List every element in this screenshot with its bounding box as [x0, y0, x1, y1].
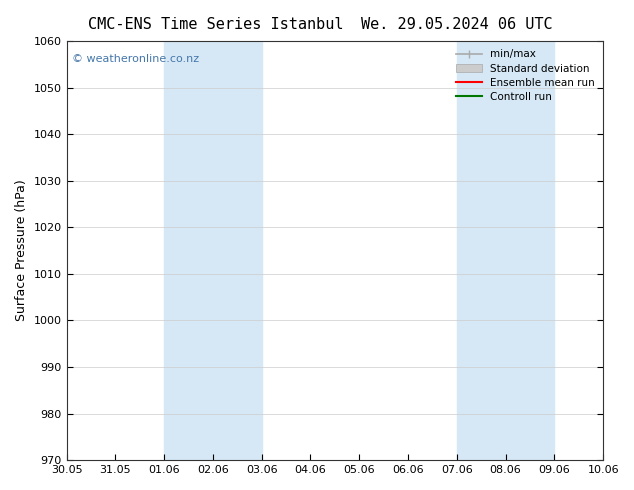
Bar — [457, 41, 554, 460]
Text: © weatheronline.co.nz: © weatheronline.co.nz — [72, 53, 199, 64]
Bar — [164, 41, 262, 460]
Text: CMC-ENS Time Series Istanbul: CMC-ENS Time Series Istanbul — [88, 17, 343, 32]
Text: We. 29.05.2024 06 UTC: We. 29.05.2024 06 UTC — [361, 17, 552, 32]
Legend: min/max, Standard deviation, Ensemble mean run, Controll run: min/max, Standard deviation, Ensemble me… — [453, 46, 598, 105]
Y-axis label: Surface Pressure (hPa): Surface Pressure (hPa) — [15, 180, 28, 321]
